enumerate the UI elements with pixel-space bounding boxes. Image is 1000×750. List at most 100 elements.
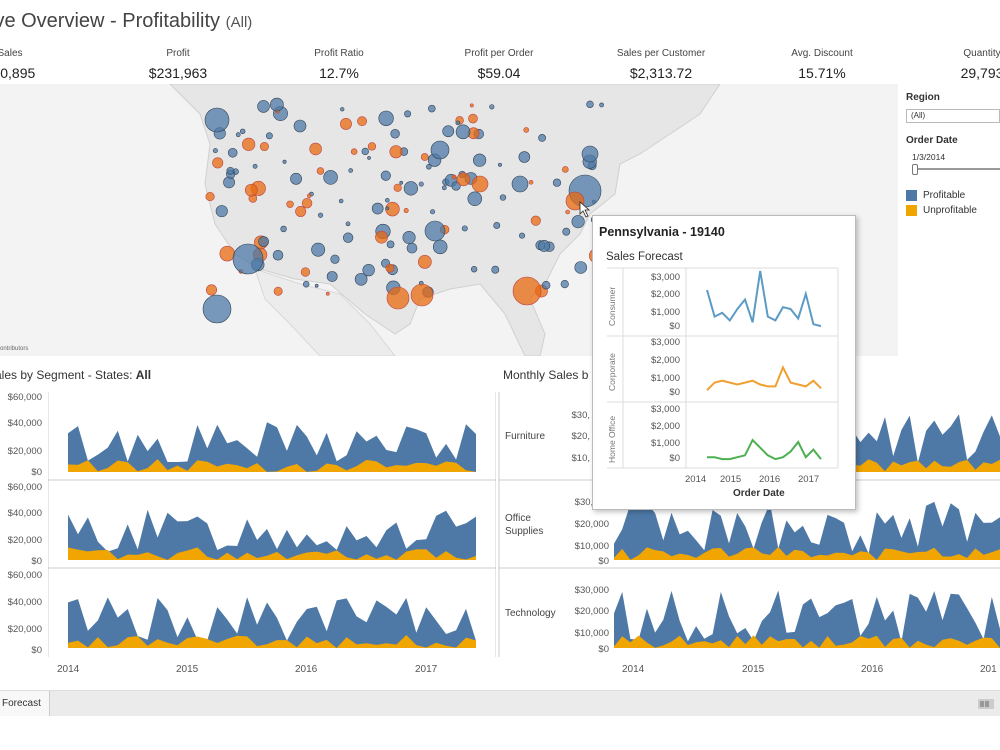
map-bubble[interactable] [367,142,377,151]
map-bubble[interactable] [361,147,369,156]
map-bubble[interactable] [403,181,418,196]
map-bubble[interactable] [512,276,542,306]
area-unprofitable[interactable] [68,635,476,648]
map-bubble[interactable] [493,222,501,229]
map-bubble[interactable] [430,140,450,160]
map-bubble[interactable] [348,168,353,173]
map-svg[interactable] [0,84,898,356]
map-bubble[interactable] [345,221,351,227]
map-bubble[interactable] [441,185,447,191]
map-bubble[interactable] [385,206,390,211]
map-bubble[interactable] [204,107,230,133]
area-profitable[interactable] [68,509,476,560]
map-bubble[interactable] [468,113,478,124]
map-bubble[interactable] [385,263,395,273]
map-bubble[interactable] [538,240,551,252]
map-bubble[interactable] [389,145,403,159]
map-bubble[interactable] [295,205,307,217]
map-bubbles[interactable] [202,97,605,324]
map-bubble[interactable] [232,243,264,275]
map-bubble[interactable] [323,170,338,185]
map-bubble[interactable] [402,231,416,245]
map-bubble[interactable] [244,183,258,197]
map-bubble[interactable] [375,230,388,244]
map-bubble[interactable] [530,215,541,226]
map-bubble[interactable] [586,100,594,109]
map-bubble[interactable] [560,280,569,289]
map-bubble[interactable] [497,162,502,167]
map-bubble[interactable] [523,127,530,133]
map-bubble[interactable] [357,116,367,127]
area-profitable[interactable] [614,590,1000,649]
map-bubble[interactable] [340,107,345,112]
map-bubble[interactable] [471,175,489,193]
map-bubble[interactable] [511,175,529,193]
map-bubble[interactable] [571,215,585,229]
map-bubble[interactable] [491,265,500,274]
map-bubble[interactable] [252,163,258,169]
map-bubble[interactable] [239,128,246,135]
map-bubble[interactable] [293,119,307,133]
map-bubble[interactable] [362,263,375,277]
map-bubble[interactable] [424,220,446,242]
map-bubble[interactable] [350,148,358,155]
map-bubble[interactable] [316,167,325,175]
map-bubble[interactable] [428,104,436,113]
map-bubble[interactable] [456,172,471,187]
map-bubble[interactable] [403,208,409,214]
map-bubble[interactable] [235,132,241,138]
map-bubble[interactable] [330,254,340,264]
map-bubble[interactable] [426,164,432,170]
map-bubble[interactable] [528,179,534,185]
map-bubble[interactable] [371,202,384,215]
area-unprofitable[interactable] [614,635,1000,648]
map-bubble[interactable] [259,142,269,152]
map-bubble[interactable] [290,172,302,185]
map-bubble[interactable] [242,137,256,151]
tab-forecast[interactable]: Forecast [0,691,50,716]
area-profitable[interactable] [614,501,1000,560]
map-bubble[interactable] [325,291,330,296]
map-bubble[interactable] [354,272,368,286]
map-bubble[interactable] [326,271,338,282]
map-bubble[interactable] [410,283,434,307]
map-bubble[interactable] [338,198,344,204]
map-bubble[interactable] [599,102,604,108]
map-bubble[interactable] [223,176,235,189]
map-bubble[interactable] [386,240,395,249]
map-bubble[interactable] [380,170,391,181]
map-bubble[interactable] [418,181,424,187]
map-bubble[interactable] [581,145,599,163]
map-bubble[interactable] [455,124,471,140]
map-bubble[interactable] [469,103,474,108]
map-bubble[interactable] [519,232,526,239]
area-profitable[interactable] [68,422,476,472]
slider-handle[interactable] [912,164,918,175]
map-bubble[interactable] [393,183,402,192]
map-bubble[interactable] [273,286,283,296]
map-bubble[interactable] [317,212,324,218]
map-bubble[interactable] [562,166,569,173]
map-bubble[interactable] [386,286,410,310]
map-bubble[interactable] [489,104,495,110]
area-unprofitable[interactable] [614,547,1000,560]
map-bubble[interactable] [451,181,461,191]
map-bubble[interactable] [385,197,390,203]
map-bubble[interactable] [257,100,270,113]
map-bubble[interactable] [280,225,287,233]
area-profitable[interactable] [68,597,476,648]
map-bubble[interactable] [302,281,310,288]
map-bubble[interactable] [212,148,218,154]
map-bubble[interactable] [270,97,284,112]
map-bubble[interactable] [467,191,483,207]
map-bubble[interactable] [202,294,232,324]
map-bubble[interactable] [470,266,478,273]
map-bubble[interactable] [314,283,319,288]
map-bubble[interactable] [432,239,448,255]
order-date-slider[interactable] [906,164,1000,175]
region-select[interactable]: (All) [906,109,1000,123]
map-bubble[interactable] [552,178,562,187]
map-bubble[interactable] [282,159,287,164]
map-bubble[interactable] [306,193,312,198]
map-bubble[interactable] [205,284,218,296]
